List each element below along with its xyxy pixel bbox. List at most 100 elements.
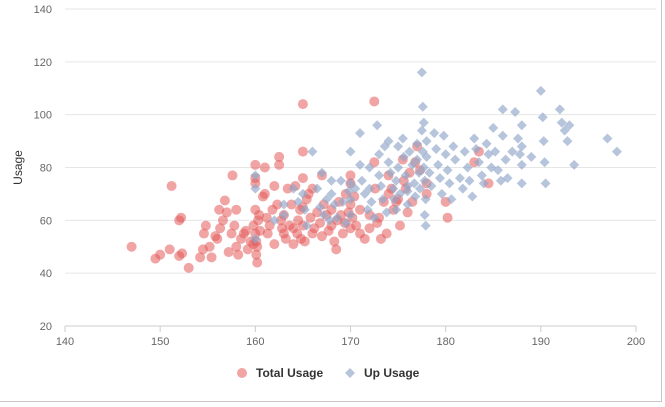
data-point[interactable] <box>562 136 573 147</box>
data-point[interactable] <box>315 202 326 213</box>
data-point[interactable] <box>374 170 385 181</box>
data-point[interactable] <box>464 175 475 186</box>
data-point[interactable] <box>457 183 468 194</box>
data-point[interactable] <box>471 144 482 155</box>
data-point[interactable] <box>478 178 489 189</box>
data-point[interactable] <box>381 207 392 218</box>
data-point[interactable] <box>393 141 404 152</box>
data-point[interactable] <box>215 223 226 234</box>
data-point[interactable] <box>315 217 326 228</box>
data-point[interactable] <box>473 157 484 168</box>
data-point[interactable] <box>332 212 343 223</box>
data-point[interactable] <box>219 195 230 206</box>
data-point[interactable] <box>381 228 392 239</box>
data-point[interactable] <box>462 162 473 173</box>
data-point[interactable] <box>301 220 312 231</box>
data-point[interactable] <box>252 257 263 268</box>
data-point[interactable] <box>261 212 272 223</box>
data-point[interactable] <box>223 247 234 258</box>
data-point[interactable] <box>262 228 273 239</box>
data-point[interactable] <box>469 133 480 144</box>
data-point[interactable] <box>337 228 348 239</box>
data-point[interactable] <box>383 157 394 168</box>
data-point[interactable] <box>351 220 362 231</box>
data-point[interactable] <box>231 204 242 215</box>
data-point[interactable] <box>500 154 511 165</box>
data-point[interactable] <box>414 183 425 194</box>
data-point[interactable] <box>388 183 399 194</box>
data-point[interactable] <box>231 241 242 252</box>
data-point[interactable] <box>442 165 453 176</box>
data-point[interactable] <box>402 186 413 197</box>
data-point[interactable] <box>312 183 323 194</box>
data-point[interactable] <box>356 175 367 186</box>
data-point[interactable] <box>250 159 261 170</box>
data-point[interactable] <box>176 212 187 223</box>
data-point[interactable] <box>329 236 340 247</box>
data-point[interactable] <box>274 151 285 162</box>
data-point[interactable] <box>269 239 280 250</box>
legend-item-total-usage[interactable]: Total Usage <box>237 366 323 380</box>
data-point[interactable] <box>416 125 427 136</box>
data-point[interactable] <box>391 175 402 186</box>
data-point[interactable] <box>497 130 508 141</box>
data-point[interactable] <box>233 249 244 260</box>
data-point[interactable] <box>493 165 504 176</box>
legend-label[interactable]: Up Usage <box>364 366 420 380</box>
data-point[interactable] <box>345 178 356 189</box>
data-point[interactable] <box>251 249 262 260</box>
data-point[interactable] <box>366 196 377 207</box>
data-point[interactable] <box>227 170 238 181</box>
data-point[interactable] <box>288 239 299 250</box>
data-point[interactable] <box>409 178 420 189</box>
data-point[interactable] <box>288 183 299 194</box>
data-point[interactable] <box>444 178 455 189</box>
data-point[interactable] <box>440 149 451 160</box>
data-point[interactable] <box>611 146 622 157</box>
data-point[interactable] <box>554 104 565 115</box>
data-point[interactable] <box>198 228 209 239</box>
data-point[interactable] <box>355 159 366 170</box>
data-point[interactable] <box>217 215 228 226</box>
data-point[interactable] <box>364 223 375 234</box>
data-point[interactable] <box>226 228 237 239</box>
data-point[interactable] <box>514 149 525 160</box>
data-point[interactable] <box>410 191 421 202</box>
legend[interactable]: Total Usage Up Usage <box>237 366 420 380</box>
data-point[interactable] <box>345 146 356 157</box>
data-point[interactable] <box>420 194 431 205</box>
data-point[interactable] <box>512 133 523 144</box>
data-point[interactable] <box>345 199 356 210</box>
data-point[interactable] <box>433 159 444 170</box>
data-point[interactable] <box>516 178 527 189</box>
data-point[interactable] <box>535 85 546 96</box>
data-point[interactable] <box>389 194 400 205</box>
data-point[interactable] <box>429 128 440 139</box>
data-point[interactable] <box>318 210 329 221</box>
data-point[interactable] <box>204 241 215 252</box>
data-point[interactable] <box>421 136 432 147</box>
data-point[interactable] <box>424 167 435 178</box>
data-point[interactable] <box>538 136 549 147</box>
data-point[interactable] <box>329 199 340 210</box>
data-point[interactable] <box>377 194 388 205</box>
data-point[interactable] <box>398 151 409 162</box>
data-point[interactable] <box>510 107 521 118</box>
data-point[interactable] <box>374 149 385 160</box>
data-point[interactable] <box>418 162 429 173</box>
data-point[interactable] <box>369 96 380 107</box>
data-point[interactable] <box>431 144 442 155</box>
data-point[interactable] <box>419 210 430 221</box>
data-point[interactable] <box>364 162 375 173</box>
data-point[interactable] <box>454 173 465 184</box>
data-point[interactable] <box>412 138 423 149</box>
data-point[interactable] <box>507 146 518 157</box>
data-point[interactable] <box>206 252 217 263</box>
legend-label[interactable]: Total Usage <box>256 366 323 380</box>
data-point[interactable] <box>402 199 413 210</box>
data-point[interactable] <box>426 180 437 191</box>
data-point[interactable] <box>569 159 580 170</box>
data-point[interactable] <box>274 159 285 170</box>
data-point[interactable] <box>126 241 137 252</box>
data-point[interactable] <box>383 136 394 147</box>
